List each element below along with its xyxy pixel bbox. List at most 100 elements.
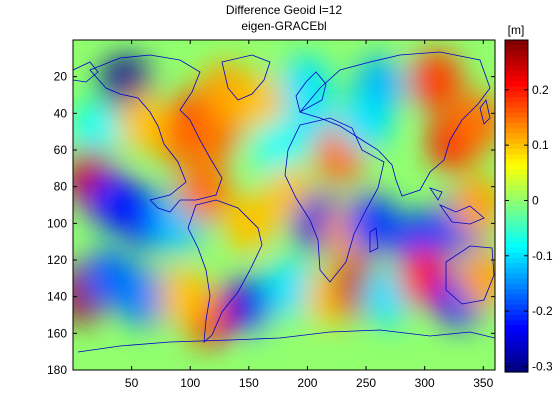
x-tick-label: 350 — [473, 376, 493, 390]
colorbar-step — [505, 231, 528, 238]
heatmap-cell-22 — [252, 120, 305, 180]
colorbar-tick-label: -0.1 — [532, 249, 553, 263]
colorbar-step — [505, 91, 528, 98]
chart-title-line2: eigen-GRACEbl — [241, 19, 326, 33]
x-axis: 50 100 150 200 250 300 350 — [125, 40, 494, 390]
colorbar-step — [505, 299, 528, 306]
colorbar-step — [505, 154, 528, 160]
colorbar-step — [505, 330, 528, 337]
colorbar-step — [505, 133, 528, 140]
colorbar-step — [505, 159, 528, 166]
plot-frame — [72, 39, 496, 371]
colorbar-step — [505, 65, 528, 72]
colorbar-step — [505, 304, 528, 311]
x-tick-label: 50 — [125, 376, 139, 390]
colorbar-step — [505, 356, 528, 363]
colorbar-step — [505, 200, 528, 207]
heatmap-cell-7 — [234, 74, 287, 135]
colorbar-step — [505, 335, 528, 342]
colorbar-step — [505, 257, 528, 264]
colorbar-step — [505, 190, 528, 197]
y-axis: 20 40 60 80 100 120 140 160 180 — [47, 70, 495, 377]
heatmap-cell-29 — [451, 175, 495, 235]
colorbar-step — [505, 143, 528, 150]
colorbar-step — [505, 55, 528, 62]
colorbar-step — [505, 247, 528, 254]
colorbar-tick-label: 0.1 — [532, 138, 549, 152]
colorbar-step — [505, 60, 528, 67]
colorbar — [505, 40, 528, 373]
heatmap-cell-43 — [258, 312, 310, 370]
chart-title-line1: Difference Geoid l=12 — [226, 3, 343, 17]
colorbar-step — [505, 320, 528, 326]
colorbar-step — [505, 211, 528, 217]
heatmap-cell-32 — [117, 266, 170, 327]
colorbar-step — [505, 273, 528, 280]
y-tick-label: 160 — [47, 326, 67, 340]
coastlines — [73, 51, 495, 353]
heatmap-cell-12 — [340, 92, 393, 153]
y-tick-label: 140 — [47, 290, 67, 304]
colorbar-step — [505, 206, 528, 212]
colorbar-step — [505, 294, 528, 300]
colorbar-step — [505, 86, 528, 93]
x-tick-label: 250 — [356, 376, 376, 390]
colorbar-step — [505, 45, 528, 51]
colorbar-step — [505, 216, 528, 223]
colorbar-step — [505, 123, 528, 129]
colorbar-step — [505, 117, 528, 124]
y-tick-label: 80 — [54, 180, 68, 194]
colorbar-step — [505, 169, 528, 176]
colorbar-step — [505, 226, 528, 233]
colorbar-step — [505, 268, 528, 275]
colorbar-frame — [504, 39, 529, 373]
colorbar-step — [505, 40, 528, 46]
colorbar-step — [505, 102, 528, 109]
colorbar-step — [505, 221, 528, 228]
colorbar-step — [505, 309, 528, 316]
colorbar-step — [505, 128, 528, 134]
heatmap-cell-26 — [345, 193, 398, 254]
colorbar-step — [505, 325, 528, 332]
colorbar-step — [505, 97, 528, 103]
colorbar-step — [505, 283, 528, 290]
y-tick-label: 120 — [47, 253, 67, 267]
y-tick-label: 20 — [54, 70, 68, 84]
colorbar-step — [505, 71, 528, 77]
colorbar-step — [505, 81, 528, 88]
heatmap-cell-13 — [410, 50, 463, 111]
heatmap-cell-36 — [263, 257, 316, 318]
colorbar-step — [505, 174, 528, 181]
colorbar-step — [505, 180, 528, 186]
heatmap-cell-21 — [178, 160, 231, 221]
x-tick-label: 300 — [415, 376, 435, 390]
colorbar-step — [505, 138, 528, 145]
colorbar-step — [505, 148, 528, 155]
colorbar-tick-label: -0.3 — [532, 359, 553, 373]
colorbar-step — [505, 195, 528, 202]
colorbar-step — [505, 76, 528, 83]
y-tick-label: 100 — [47, 216, 67, 230]
y-tick-label: 40 — [54, 106, 68, 120]
colorbar-step — [505, 263, 528, 269]
colorbar-step — [505, 50, 528, 57]
colorbar-step — [505, 112, 528, 119]
colorbar-step — [505, 237, 528, 243]
colorbar-unit-label: [m] — [508, 23, 525, 37]
colorbar-tick-label: 0.2 — [532, 83, 549, 97]
colorbar-tick-label: 0 — [532, 193, 539, 207]
colorbar-step — [505, 340, 528, 347]
colorbar-step — [505, 366, 528, 373]
colorbar-step — [505, 351, 528, 358]
colorbar-step — [505, 185, 528, 192]
colorbar-step — [505, 278, 528, 285]
colorbar-step — [505, 314, 528, 321]
heatmap-area — [73, 40, 495, 370]
colorbar-step — [505, 361, 528, 368]
heatmap-cell-34 — [158, 266, 211, 327]
y-tick-label: 180 — [47, 363, 67, 377]
y-tick-label: 60 — [54, 143, 68, 157]
colorbar-step — [505, 346, 528, 352]
colorbar-step — [505, 107, 528, 114]
